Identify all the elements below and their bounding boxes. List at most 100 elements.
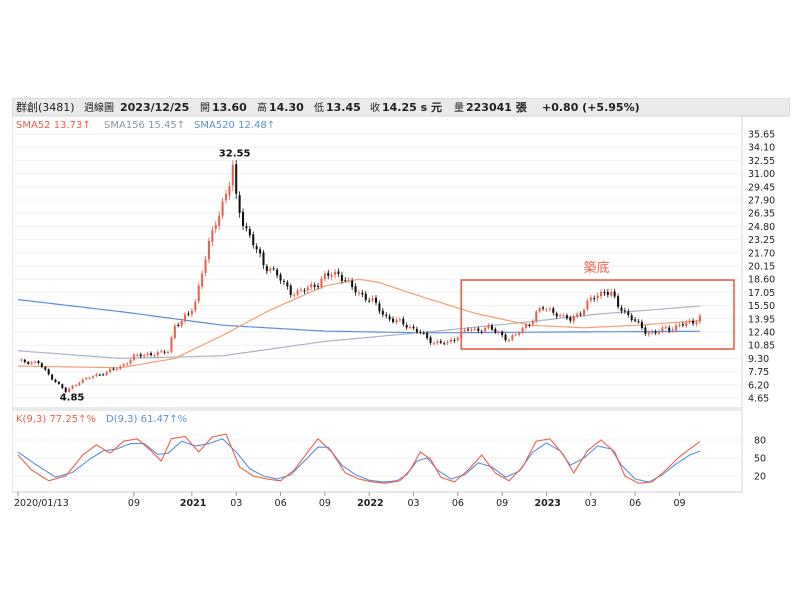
- candle-body: [439, 341, 442, 343]
- candle-body: [149, 353, 152, 356]
- candle-body: [231, 164, 234, 186]
- annotation-low: 4.85: [60, 392, 85, 403]
- candle-body: [115, 368, 118, 370]
- candle-body: [207, 240, 210, 260]
- candle-body: [20, 359, 23, 361]
- candle-body: [651, 331, 654, 333]
- candle-body: [473, 328, 476, 330]
- time-tick-label: 06: [275, 498, 287, 509]
- candle-body: [88, 377, 91, 379]
- header-high-label: 高: [257, 101, 267, 114]
- candle-body: [695, 322, 698, 325]
- candle-body: [589, 297, 592, 301]
- sma52-line: [18, 278, 700, 369]
- candle-body: [569, 317, 572, 321]
- header-low-label: 低: [314, 101, 324, 114]
- candle-body: [57, 381, 60, 384]
- candle-body: [211, 230, 214, 242]
- price-tick-label: 15.50: [748, 301, 775, 312]
- candle-body: [286, 282, 289, 287]
- candle-body: [429, 337, 432, 343]
- candle-body: [269, 268, 272, 271]
- candle-body: [528, 324, 531, 326]
- candle-body: [511, 335, 514, 340]
- candle-body: [68, 388, 71, 392]
- time-tick-label: 2023: [534, 498, 560, 509]
- candle-body: [453, 340, 456, 342]
- legend-sma156: SMA156 15.45↑: [104, 120, 185, 131]
- candle-body: [160, 351, 163, 353]
- candle-body: [415, 328, 418, 333]
- candle-body: [122, 364, 125, 366]
- candle-body: [37, 361, 40, 364]
- candle-body: [323, 273, 326, 280]
- candle-body: [531, 320, 534, 325]
- candle-body: [507, 340, 510, 342]
- candle-body: [71, 385, 74, 389]
- candle-body: [426, 333, 429, 339]
- price-tick-label: 12.40: [748, 328, 775, 339]
- candle-body: [204, 259, 207, 273]
- candle-body: [194, 301, 197, 311]
- candle-body: [242, 211, 245, 226]
- candle-body: [545, 309, 548, 311]
- candle-body: [661, 327, 664, 332]
- candle-body: [617, 296, 620, 307]
- candle-body: [504, 334, 507, 340]
- candle-body: [368, 300, 371, 302]
- candle-body: [610, 291, 613, 296]
- candle-body: [146, 353, 149, 356]
- candle-body: [562, 315, 565, 317]
- header-low: 13.45: [326, 101, 361, 114]
- candle-body: [436, 341, 439, 344]
- candlestick-series: [20, 160, 701, 393]
- candle-body: [623, 310, 626, 312]
- candle-body: [64, 387, 67, 392]
- header-change: +0.80 (+5.95%): [542, 101, 640, 114]
- candle-body: [456, 337, 459, 341]
- candle-body: [303, 290, 306, 292]
- candle-body: [109, 369, 112, 373]
- candle-body: [187, 313, 190, 315]
- candle-body: [392, 318, 395, 323]
- sma156-line: [17, 305, 700, 360]
- candle-body: [596, 295, 599, 299]
- candle-body: [317, 285, 320, 287]
- legend-sma520: SMA520 12.48↑: [194, 120, 275, 131]
- candle-body: [640, 321, 643, 329]
- candle-body: [443, 343, 446, 345]
- candle-body: [521, 327, 524, 333]
- candle-body: [259, 249, 262, 254]
- candle-body: [265, 266, 268, 272]
- kd-gridlines: [12, 439, 742, 477]
- candle-body: [395, 319, 398, 323]
- candle-body: [606, 292, 609, 295]
- candle-body: [27, 361, 30, 364]
- candle-body: [276, 269, 279, 276]
- candle-body: [467, 329, 470, 331]
- candle-body: [357, 292, 360, 294]
- time-tick-label: 09: [496, 498, 508, 509]
- candle-body: [675, 325, 678, 331]
- candle-body: [446, 341, 449, 344]
- candle-body: [74, 385, 77, 387]
- kd-tick-label: 20: [754, 472, 766, 483]
- candle-body: [30, 362, 33, 364]
- candle-body: [51, 374, 54, 380]
- candle-body: [282, 280, 285, 282]
- candle-body: [552, 308, 555, 313]
- price-tick-label: 4.65: [748, 394, 769, 405]
- legend-sma52: SMA52 13.73↑: [16, 120, 91, 131]
- stock-chart-svg: 群創(3481) 週線圖 2023/12/25 開 13.60 高 14.30 …: [11, 97, 791, 509]
- candle-body: [422, 332, 425, 334]
- price-tick-label: 29.45: [748, 182, 775, 193]
- candle-body: [576, 313, 579, 317]
- candle-body: [501, 331, 504, 336]
- candle-body: [327, 272, 330, 276]
- candle-body: [279, 274, 282, 281]
- candle-body: [245, 226, 248, 229]
- candle-body: [470, 329, 473, 331]
- candle-body: [487, 325, 490, 328]
- price-tick-label: 32.55: [748, 156, 775, 167]
- candle-body: [524, 324, 528, 328]
